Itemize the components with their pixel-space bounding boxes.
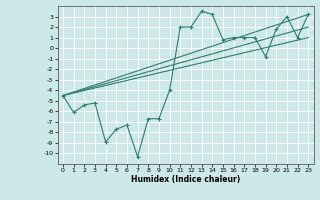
X-axis label: Humidex (Indice chaleur): Humidex (Indice chaleur): [131, 175, 240, 184]
